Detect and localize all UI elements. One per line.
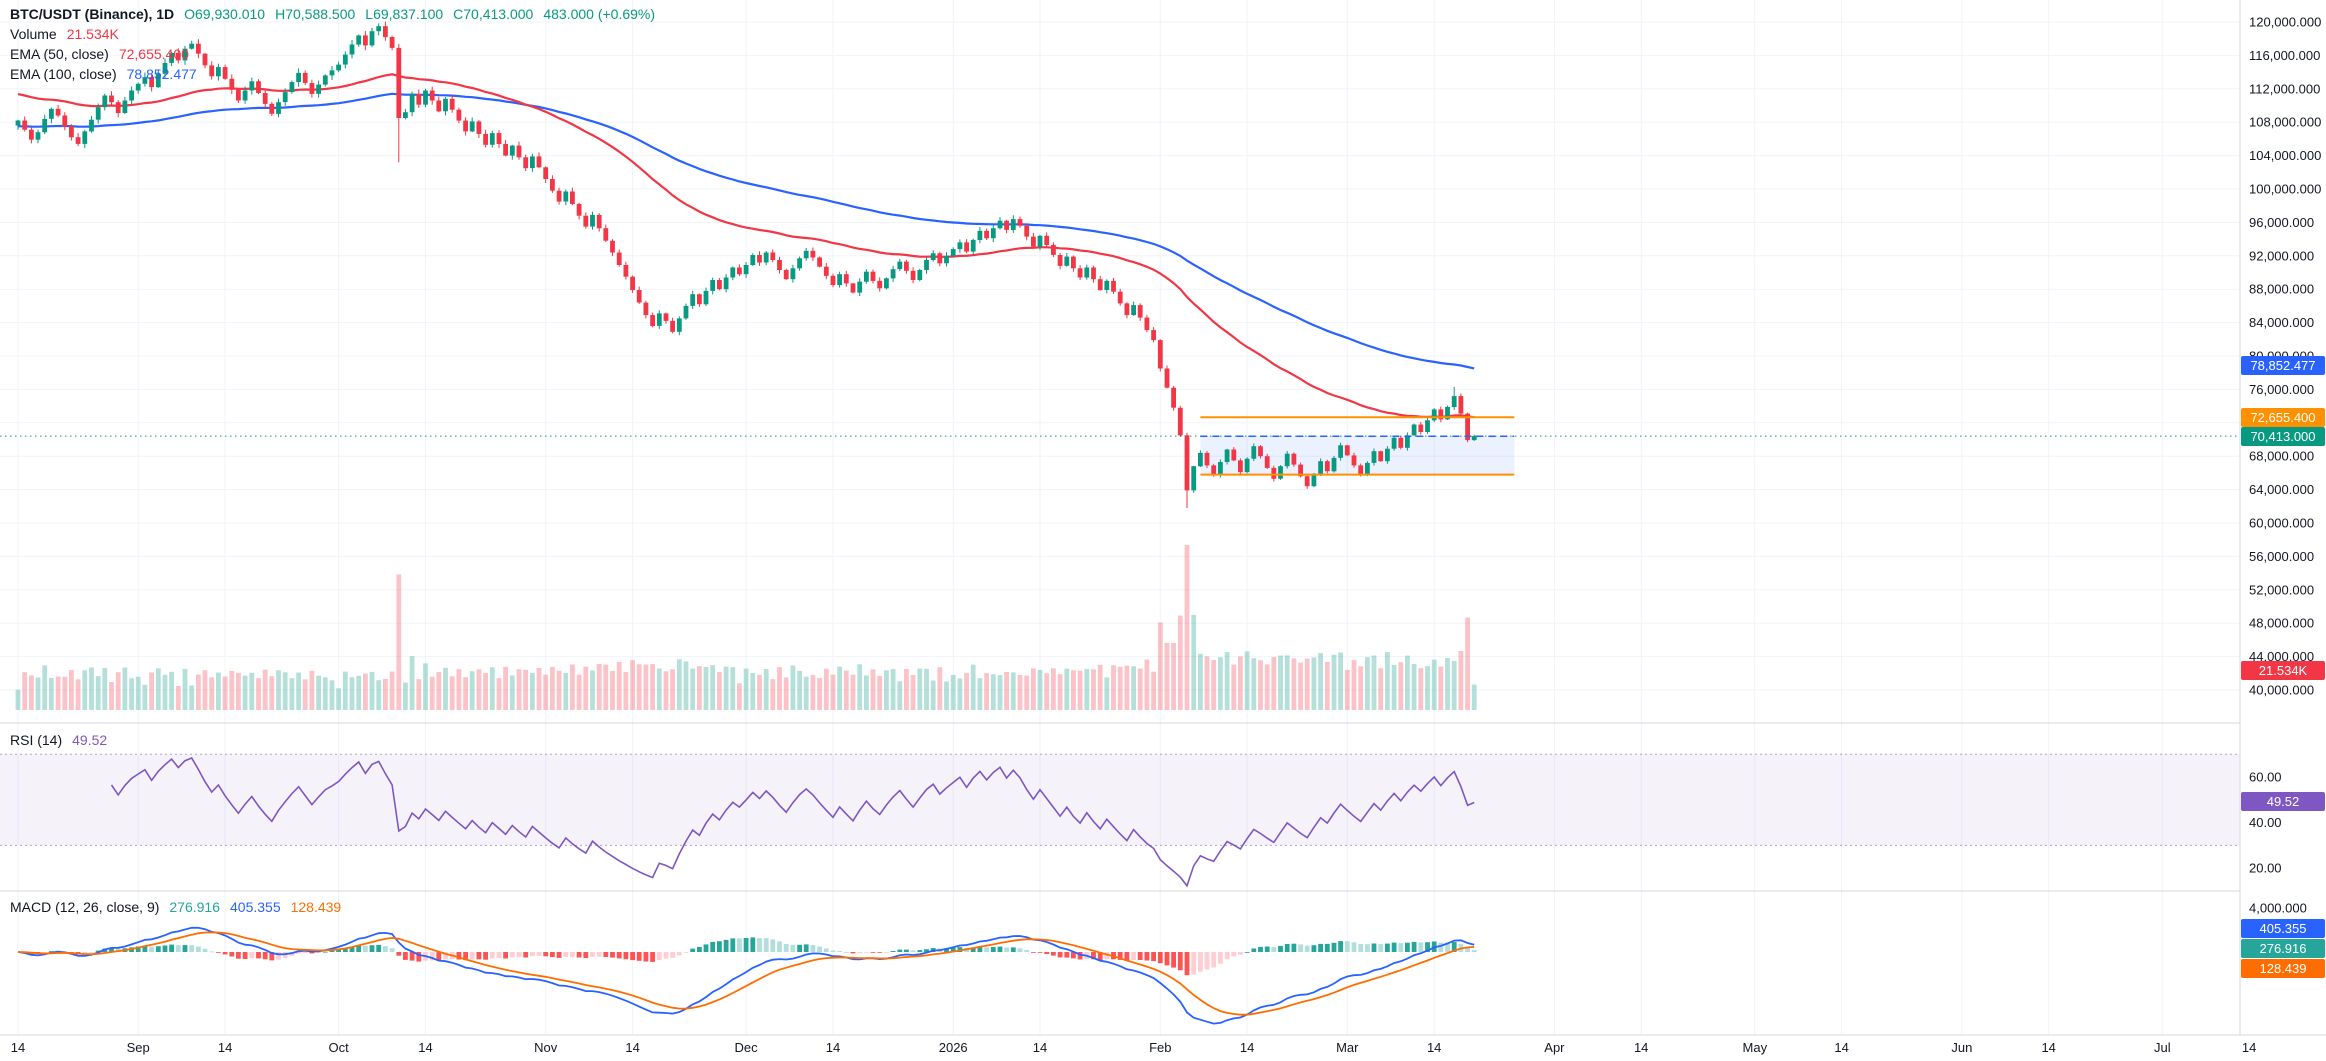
svg-text:60.00: 60.00 [2249,770,2282,785]
time-axis[interactable] [0,1035,2326,1061]
volume-legend-value: 21.534K [66,26,119,42]
svg-text:14: 14 [2242,1040,2256,1055]
ema50-legend-row[interactable]: EMA (50, close) 72,655.400 [10,44,655,64]
pane-separator-macd[interactable] [0,889,2326,894]
svg-text:48,000.000: 48,000.000 [2249,616,2314,631]
macd-signal-badge: 128.439 [2241,958,2325,978]
price-axis[interactable] [2240,0,2326,1035]
macd-signal-value: 128.439 [290,899,342,915]
svg-text:14: 14 [1033,1040,1047,1055]
ema50-legend-value: 72,655.400 [118,46,189,62]
svg-text:May: May [1743,1040,1768,1055]
rsi-value-badge: 49.52 [2241,791,2325,811]
ohlc-open: O69,930.010 [184,6,266,22]
svg-text:96,000.000: 96,000.000 [2249,215,2314,230]
macd-value-badge: 405.355 [2241,918,2325,938]
svg-text:112,000.000: 112,000.000 [2249,81,2320,96]
svg-text:14: 14 [418,1040,432,1055]
ema100-legend-row[interactable]: EMA (100, close) 78,852.477 [10,64,655,84]
svg-text:76,000.000: 76,000.000 [2249,382,2314,397]
macd-legend-label: MACD (12, 26, close, 9) [10,899,160,915]
svg-text:14: 14 [11,1040,25,1055]
macd-legend-row[interactable]: MACD (12, 26, close, 9) 276.916 405.355 … [10,897,341,917]
svg-text:14: 14 [1240,1040,1254,1055]
svg-text:14: 14 [1634,1040,1648,1055]
volume-legend-row[interactable]: Volume 21.534K [10,24,655,44]
svg-text:116,000.000: 116,000.000 [2249,48,2320,63]
svg-text:Jun: Jun [1951,1040,1972,1055]
volume-value-badge: 21.534K [2241,660,2325,680]
svg-text:68,000.000: 68,000.000 [2249,449,2314,464]
svg-text:64,000.000: 64,000.000 [2249,482,2314,497]
svg-text:40,000.000: 40,000.000 [2249,683,2314,698]
macd-pane-legend: MACD (12, 26, close, 9) 276.916 405.355 … [10,897,341,917]
svg-text:Sep: Sep [127,1040,150,1055]
ohlc-low: L69,837.100 [365,6,444,22]
svg-text:100,000.000: 100,000.000 [2249,182,2321,197]
ema50-legend-label: EMA (50, close) [10,46,109,62]
rsi-legend-value: 49.52 [72,732,108,748]
svg-text:Oct: Oct [328,1040,349,1055]
svg-text:120,000.000: 120,000.000 [2249,15,2321,30]
svg-text:14: 14 [1834,1040,1848,1055]
main-pane-legend: BTC/USDT (Binance), 1D O69,930.010 H70,5… [10,4,655,84]
rsi-pane-legend: RSI (14) 49.52 [10,730,107,750]
svg-text:Dec: Dec [735,1040,759,1055]
svg-text:4,000.000: 4,000.000 [2249,901,2307,916]
volume-legend-label: Volume [10,26,57,42]
svg-text:92,000.000: 92,000.000 [2249,248,2314,263]
ema100-legend-label: EMA (100, close) [10,66,117,82]
svg-text:88,000.000: 88,000.000 [2249,282,2314,297]
svg-text:40.00: 40.00 [2249,815,2282,830]
rsi-legend-row[interactable]: RSI (14) 49.52 [10,730,107,750]
ohlc-high: H70,588.500 [275,6,356,22]
svg-text:Apr: Apr [1544,1040,1565,1055]
svg-text:Nov: Nov [534,1040,558,1055]
ema100-price-badge: 78,852.477 [2241,356,2325,376]
svg-text:14: 14 [826,1040,840,1055]
svg-text:14: 14 [218,1040,232,1055]
macd-hist-value: 276.916 [169,899,220,915]
svg-text:84,000.000: 84,000.000 [2249,315,2314,330]
macd-line-value: 405.355 [230,899,281,915]
svg-text:60,000.000: 60,000.000 [2249,516,2314,531]
svg-text:108,000.000: 108,000.000 [2249,115,2321,130]
svg-text:Jul: Jul [2154,1040,2171,1055]
svg-text:2026: 2026 [939,1040,968,1055]
svg-text:14: 14 [1427,1040,1441,1055]
svg-text:44,000.000: 44,000.000 [2249,649,2314,664]
svg-text:Feb: Feb [1149,1040,1171,1055]
svg-text:14: 14 [625,1040,639,1055]
pane-separator-rsi[interactable] [0,721,2326,726]
ema50-price-badge: 72,655.400 [2241,407,2325,427]
rsi-legend-label: RSI (14) [10,732,63,748]
svg-text:56,000.000: 56,000.000 [2249,549,2314,564]
symbol-title: BTC/USDT (Binance), 1D [10,6,175,22]
symbol-ohlc-row[interactable]: BTC/USDT (Binance), 1D O69,930.010 H70,5… [10,4,655,24]
svg-text:104,000.000: 104,000.000 [2249,148,2321,163]
svg-text:52,000.000: 52,000.000 [2249,582,2314,597]
last-price-badge: 70,413.000 [2241,426,2325,446]
svg-text:20.00: 20.00 [2249,861,2282,876]
ohlc-close: C70,413.000 [453,6,534,22]
ema100-legend-value: 78,852.477 [126,66,197,82]
ohlc-change: 483.000 (+0.69%) [543,6,656,22]
svg-text:Mar: Mar [1336,1040,1359,1055]
svg-text:14: 14 [2041,1040,2055,1055]
macd-hist-badge: 276.916 [2241,938,2325,958]
